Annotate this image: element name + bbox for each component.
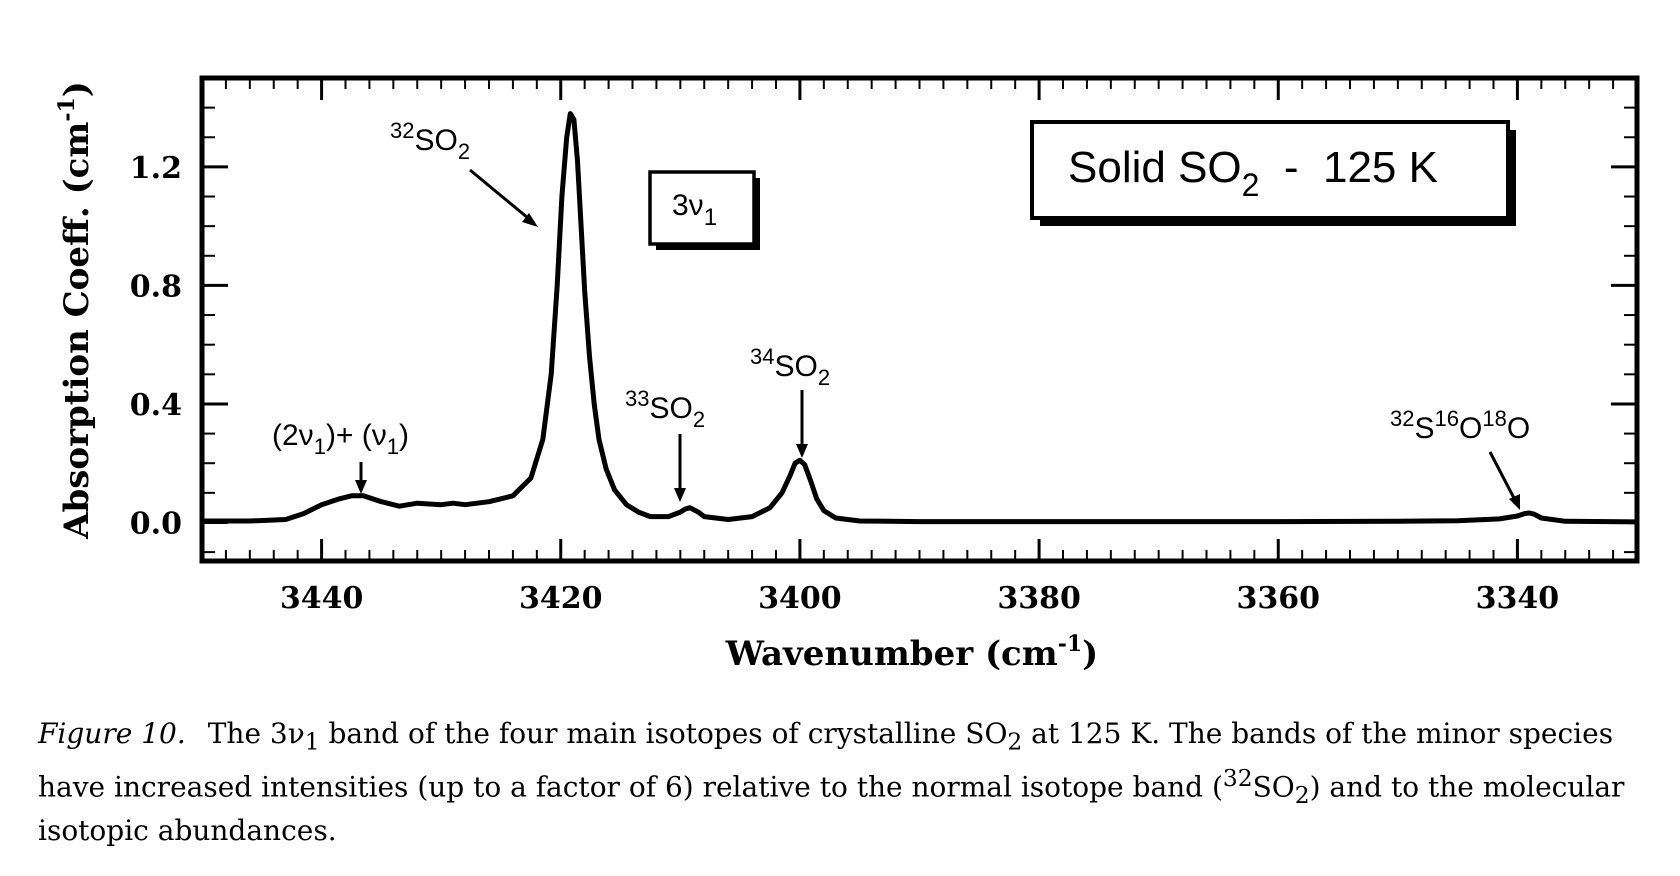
spectrum-chart: 3440 3420 3400 3380 3360 3340 0.0 0.4 0.8 1.2 Abs… xyxy=(54,75,1640,674)
legend-box: Solid SO2 - 125 K xyxy=(1030,120,1516,226)
y-tick-label: 0.8 xyxy=(130,269,182,304)
legend-text: Solid SO2 - 125 K xyxy=(1068,143,1438,203)
label-33so2: 33SO2 xyxy=(625,386,705,432)
y-tick-label: 1.2 xyxy=(130,151,182,186)
band-box: 3ν1 xyxy=(648,170,760,250)
x-tick-label: 3440 xyxy=(280,581,364,616)
label-34so2: 34SO2 xyxy=(750,344,830,390)
tick-labels: 3440 3420 3400 3380 3360 3340 0.0 0.4 0.8 1.2 xyxy=(130,151,1559,616)
spectrum-line xyxy=(202,111,1638,525)
y-axis-title: Absorption Coeff. (cm-1) xyxy=(54,81,97,540)
x-tick-label: 3360 xyxy=(1237,581,1321,616)
x-tick-label: 3340 xyxy=(1476,581,1560,616)
x-tick-label: 3400 xyxy=(758,581,842,616)
annotation-32s16o18o: 32S16O18O xyxy=(1390,406,1530,510)
plot-frame xyxy=(199,75,1640,564)
label-combination-band: (2ν1)+ (ν1) xyxy=(272,419,409,459)
annotation-combination-band: (2ν1)+ (ν1) xyxy=(272,419,409,494)
x-tick-label: 3380 xyxy=(997,581,1081,616)
band-label: 3ν1 xyxy=(672,189,717,231)
x-axis-title: Wavenumber (cm-1) xyxy=(725,631,1099,674)
caption-label: Figure 10. xyxy=(38,717,186,750)
y-tick-label: 0.0 xyxy=(130,506,182,541)
label-32so2: 32SO2 xyxy=(390,118,470,164)
label-32s16o18o: 32S16O18O xyxy=(1390,406,1530,445)
x-tick-label: 3420 xyxy=(519,581,603,616)
annotation-32so2: 32SO2 xyxy=(390,118,538,227)
annotation-33so2: 33SO2 xyxy=(625,386,705,502)
y-tick-label: 0.4 xyxy=(130,388,182,423)
figure-caption: Figure 10. The 3ν1 band of the four main … xyxy=(38,717,1625,847)
annotation-34so2: 34SO2 xyxy=(750,344,830,458)
